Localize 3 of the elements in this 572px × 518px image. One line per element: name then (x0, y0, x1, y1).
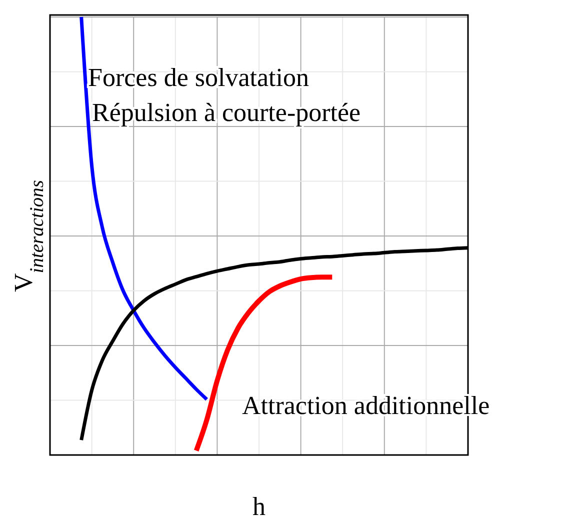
annotation: Répulsion à courte-portée (92, 98, 361, 127)
x-axis-title: h (252, 492, 266, 518)
annotation: Forces de solvatation (88, 63, 309, 92)
